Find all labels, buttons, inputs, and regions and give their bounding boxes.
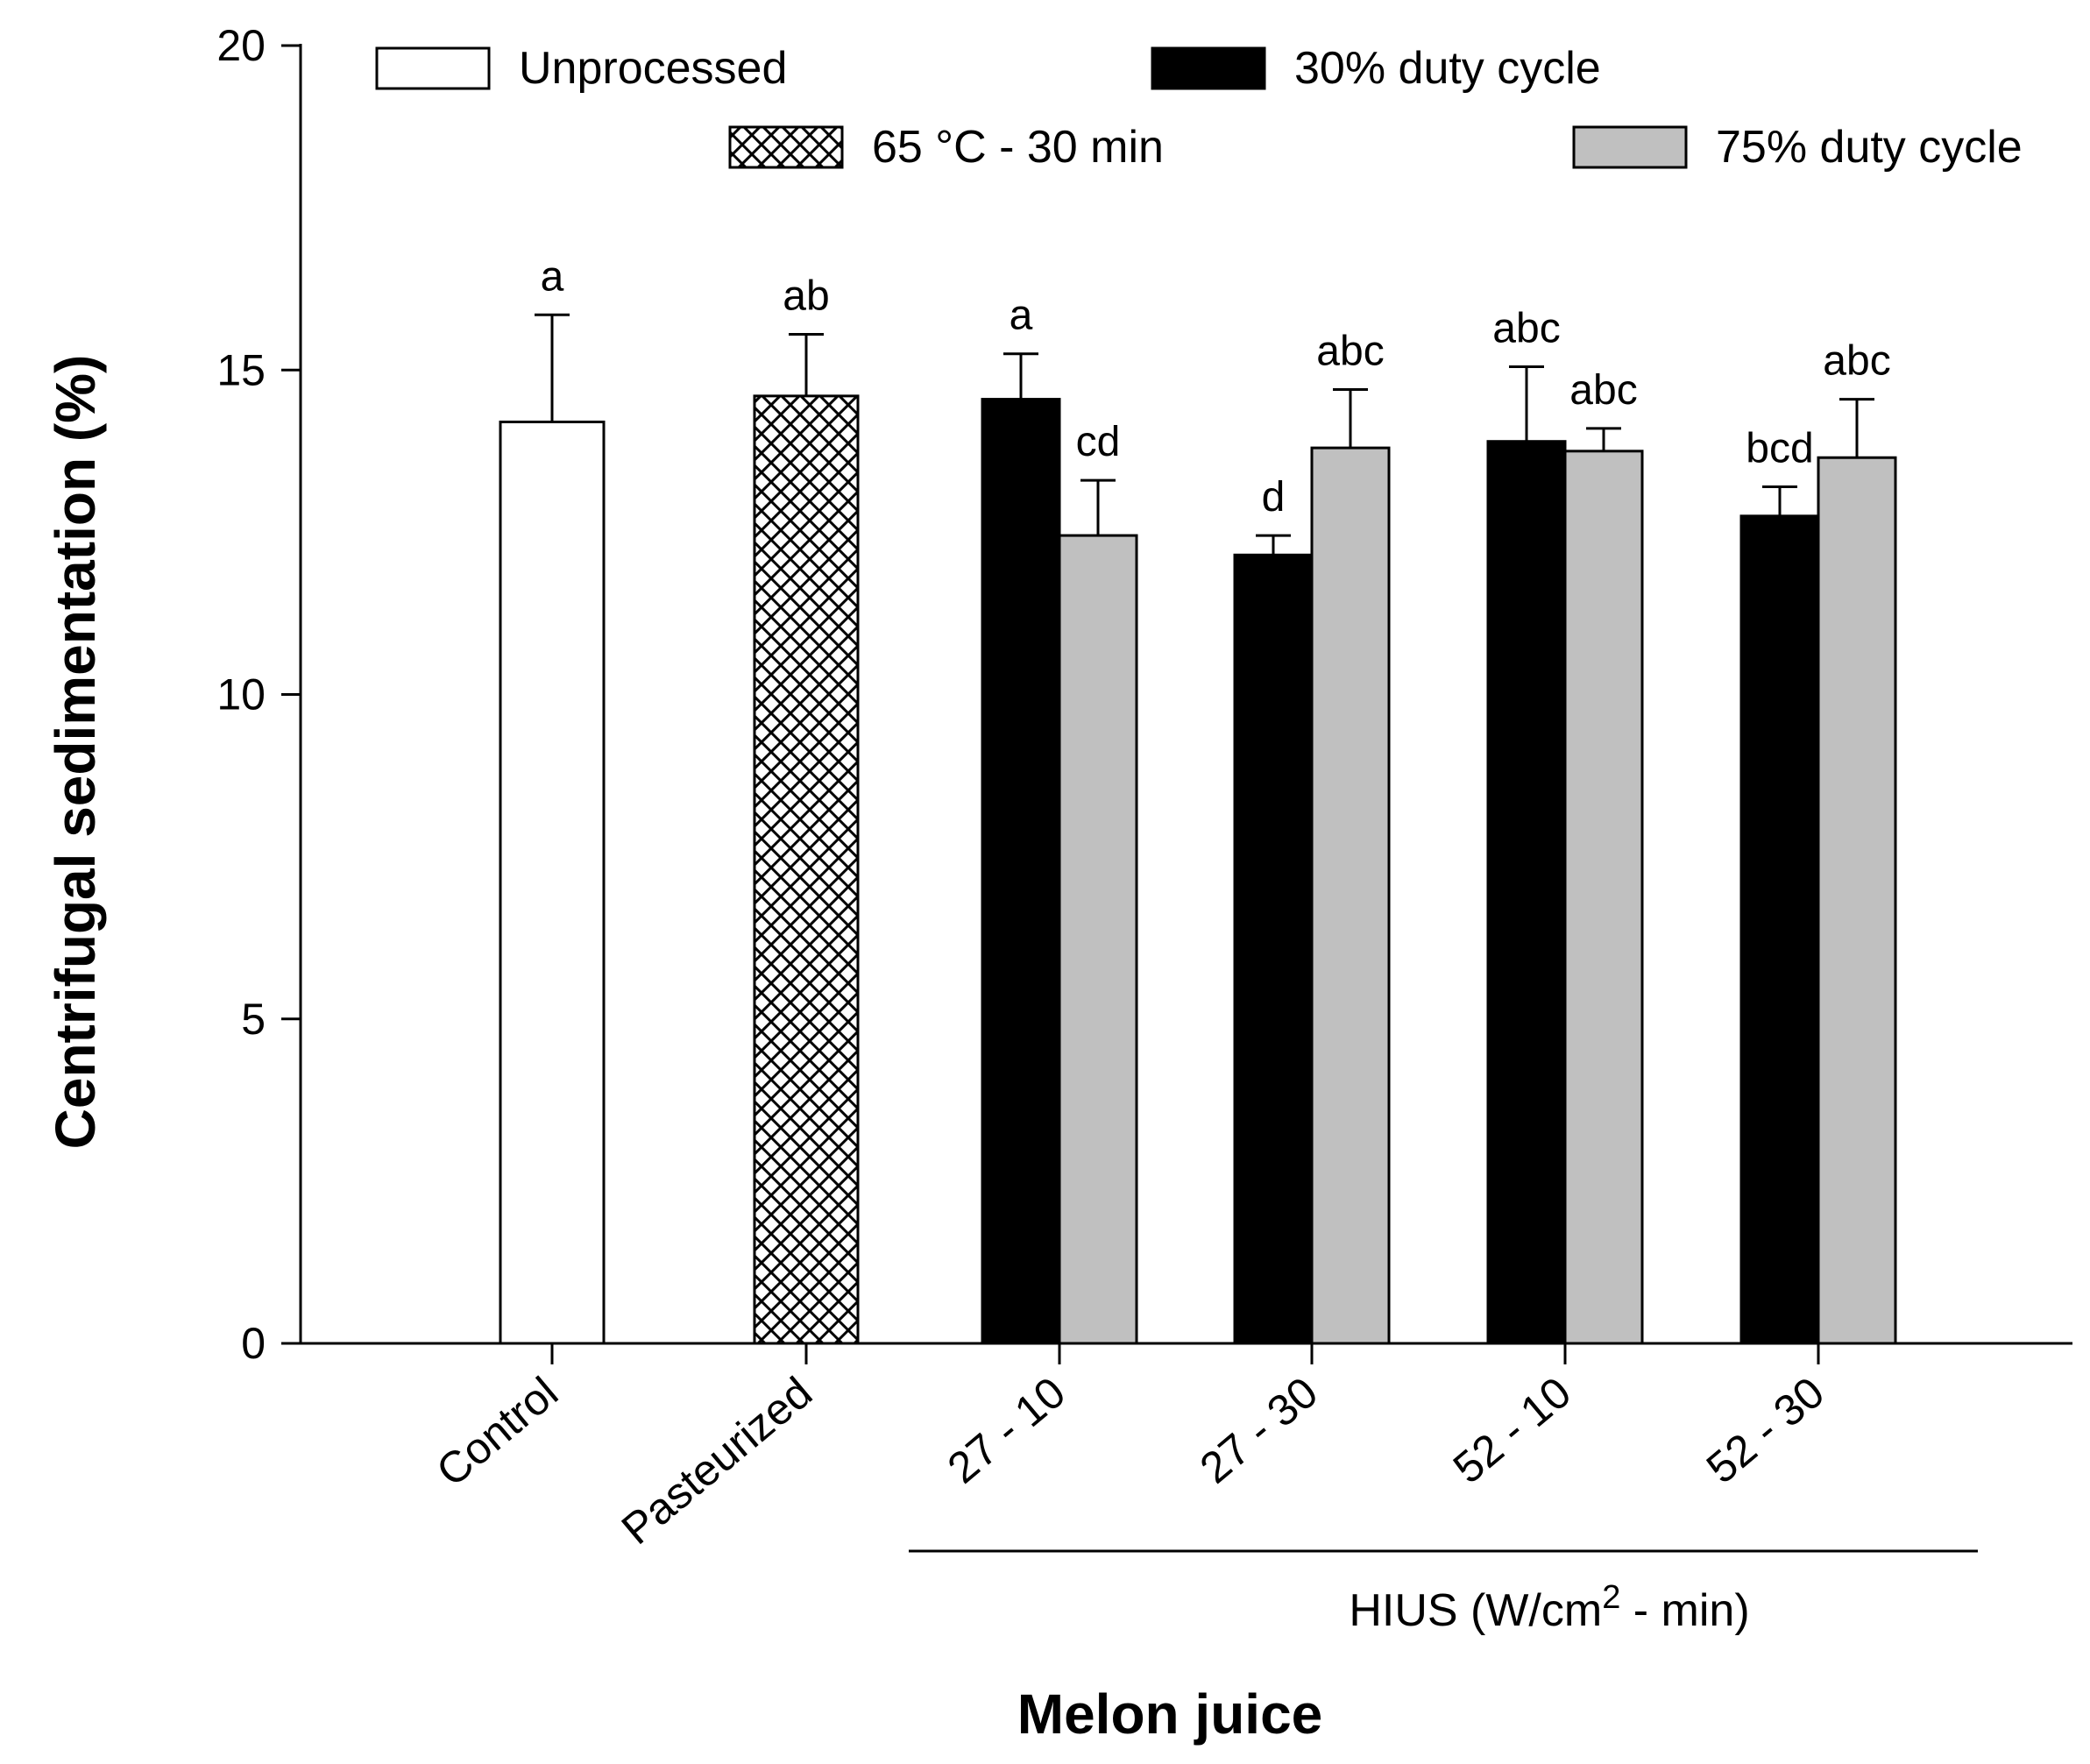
30-duty-cycle-bar-27-30-letter: d <box>1262 474 1286 521</box>
legend-unprocessed-swatch <box>375 46 491 90</box>
75-duty-cycle-bar-52-30 <box>1817 456 1897 1345</box>
legend-unprocessed-label: Unprocessed <box>519 43 787 94</box>
x-axis-title: Melon juice <box>1017 1683 1323 1746</box>
30-duty-cycle-bar-27-30 <box>1233 553 1314 1345</box>
unprocessed-bar-control <box>499 420 606 1345</box>
x-tick-label-52-10: 52 - 10 <box>1444 1368 1580 1493</box>
30-duty-cycle-bar-52-10 <box>1486 440 1567 1345</box>
group-label-suffix: - min) <box>1620 1585 1749 1636</box>
axes <box>281 44 2072 1553</box>
y-tick-label-20: 20 <box>216 21 266 70</box>
75-duty-cycle-bar-27-30-letter: abc <box>1316 328 1384 374</box>
x-tick-label-27-10: 27 - 10 <box>939 1368 1074 1493</box>
x-tick-label-pasteurized: Pasteurized <box>613 1368 821 1555</box>
bars <box>499 313 1897 1345</box>
legend-75-duty-cycle-label: 75% duty cycle <box>1716 122 2023 173</box>
75-duty-cycle-bar-27-10 <box>1058 534 1138 1345</box>
30-duty-cycle-bar-27-10 <box>981 398 1061 1345</box>
unprocessed-bar-control-letter: a <box>541 253 564 300</box>
legend-75-duty-cycle-swatch <box>1572 125 1688 169</box>
y-tick-label-5: 5 <box>241 995 266 1044</box>
75-duty-cycle-bar-52-10 <box>1563 450 1644 1345</box>
75-duty-cycle-bar-52-10-letter: abc <box>1569 367 1637 414</box>
65-c-30-min-bar-pasteurized-letter: ab <box>783 273 829 320</box>
legend-30-duty-cycle-swatch <box>1151 46 1266 90</box>
75-duty-cycle-bar-27-30 <box>1310 446 1391 1345</box>
x-tick-label-52-30: 52 - 30 <box>1697 1368 1833 1493</box>
75-duty-cycle-bar-52-30-letter: abc <box>1823 338 1890 385</box>
legend: Unprocessed 30% duty cycle 65 °C - 30 min 7… <box>375 43 2023 173</box>
group-label-sup: 2 <box>1602 1579 1620 1616</box>
x-tick-label-control: Control <box>428 1368 567 1497</box>
y-tick-label-10: 10 <box>216 670 266 719</box>
group-label: HIUS (W/cm2 - min) <box>1349 1579 1749 1636</box>
30-duty-cycle-bar-52-10-letter: abc <box>1492 306 1560 352</box>
legend-30-duty-cycle-label: 30% duty cycle <box>1294 43 1601 94</box>
75-duty-cycle-bar-27-10-letter: cd <box>1076 419 1121 465</box>
x-tick-label-27-30: 27 - 30 <box>1191 1368 1327 1493</box>
legend-65-c-30-min-label: 65 °C - 30 min <box>872 122 1164 173</box>
30-duty-cycle-bar-27-10-letter: a <box>1010 293 1033 339</box>
30-duty-cycle-bar-52-30-letter: bcd <box>1746 426 1813 472</box>
y-tick-label-15: 15 <box>216 345 266 394</box>
65-c-30-min-bar-pasteurized <box>753 394 860 1345</box>
y-tick-label-0: 0 <box>241 1319 266 1368</box>
group-label-prefix: HIUS (W/cm <box>1349 1585 1602 1636</box>
y-axis-title: Centrifugal sedimentation (%) <box>44 355 107 1150</box>
30-duty-cycle-bar-52-30 <box>1739 514 1820 1345</box>
legend-65-c-30-min-swatch <box>728 125 844 169</box>
